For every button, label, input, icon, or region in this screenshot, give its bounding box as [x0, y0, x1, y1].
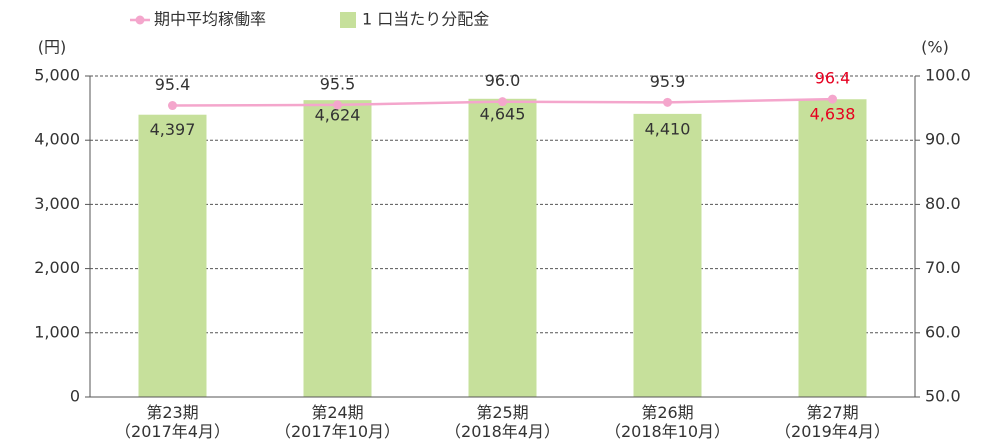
bar: [798, 99, 867, 397]
y-tick-label: 5,000: [34, 66, 80, 85]
y2-tick-label: 60.0: [925, 322, 961, 341]
line-point: [663, 97, 672, 107]
x-tick-label-line: 第26期: [641, 403, 693, 422]
x-tick-label-line: （2018年4月）: [445, 422, 560, 441]
x-tick-label: 第26期（2018年10月）: [605, 403, 730, 441]
bar-value-label: 4,645: [480, 104, 526, 123]
y2-tick-label: 80.0: [925, 194, 961, 213]
legend-label: 1 口当たり分配金: [362, 10, 489, 29]
bar-value-label: 4,624: [315, 106, 361, 125]
bar: [468, 98, 537, 397]
bar-value-label: 4,638: [810, 105, 856, 124]
y2-tick-label: 100.0: [925, 66, 971, 85]
y-tick-label: 3,000: [34, 194, 80, 213]
y-axis-label: (円): [38, 38, 67, 57]
line-value-label: 95.4: [155, 75, 191, 94]
line-value-label: 95.9: [650, 72, 686, 91]
line-point: [498, 97, 507, 107]
y-tick-label: 4,000: [34, 130, 80, 149]
x-tick-label-line: （2017年10月）: [275, 422, 400, 441]
x-tick-label: 第23期（2017年4月）: [115, 403, 230, 441]
y-tick-label: 2,000: [34, 258, 80, 277]
x-tick-label-line: （2018年10月）: [605, 422, 730, 441]
bar: [633, 113, 702, 398]
x-tick-label-line: 第24期: [311, 403, 363, 422]
x-tick-label-line: （2019年4月）: [775, 422, 890, 441]
y2-tick-label: 50.0: [925, 387, 961, 406]
y2-tick-label: 90.0: [925, 130, 961, 149]
bar: [138, 114, 207, 398]
y-tick-label: 1,000: [34, 322, 80, 341]
x-tick-label-line: 第27期: [806, 403, 858, 422]
line-point: [333, 100, 342, 110]
line-value-label: 96.0: [485, 71, 521, 90]
line-value-label: 96.4: [815, 69, 851, 88]
line-value-label: 95.5: [320, 74, 356, 93]
bar-value-label: 4,397: [150, 120, 196, 139]
legend-swatch: [340, 12, 356, 28]
x-tick-label: 第24期（2017年10月）: [275, 403, 400, 441]
y2-tick-label: 70.0: [925, 258, 961, 277]
legend-label: 期中平均稼働率: [154, 10, 266, 29]
x-tick-label-line: 第23期: [146, 403, 198, 422]
line-point: [168, 101, 177, 111]
x-tick-label-line: 第25期: [476, 403, 528, 422]
x-tick-label: 第27期（2019年4月）: [775, 403, 890, 441]
line-point: [828, 94, 837, 104]
y-tick-label: 0: [70, 387, 80, 406]
legend-marker: [135, 15, 145, 25]
bar: [303, 100, 372, 398]
x-tick-label: 第25期（2018年4月）: [445, 403, 560, 441]
y2-axis-label: (%): [921, 38, 949, 57]
x-tick-label-line: （2017年4月）: [115, 422, 230, 441]
bar-value-label: 4,410: [645, 119, 691, 138]
